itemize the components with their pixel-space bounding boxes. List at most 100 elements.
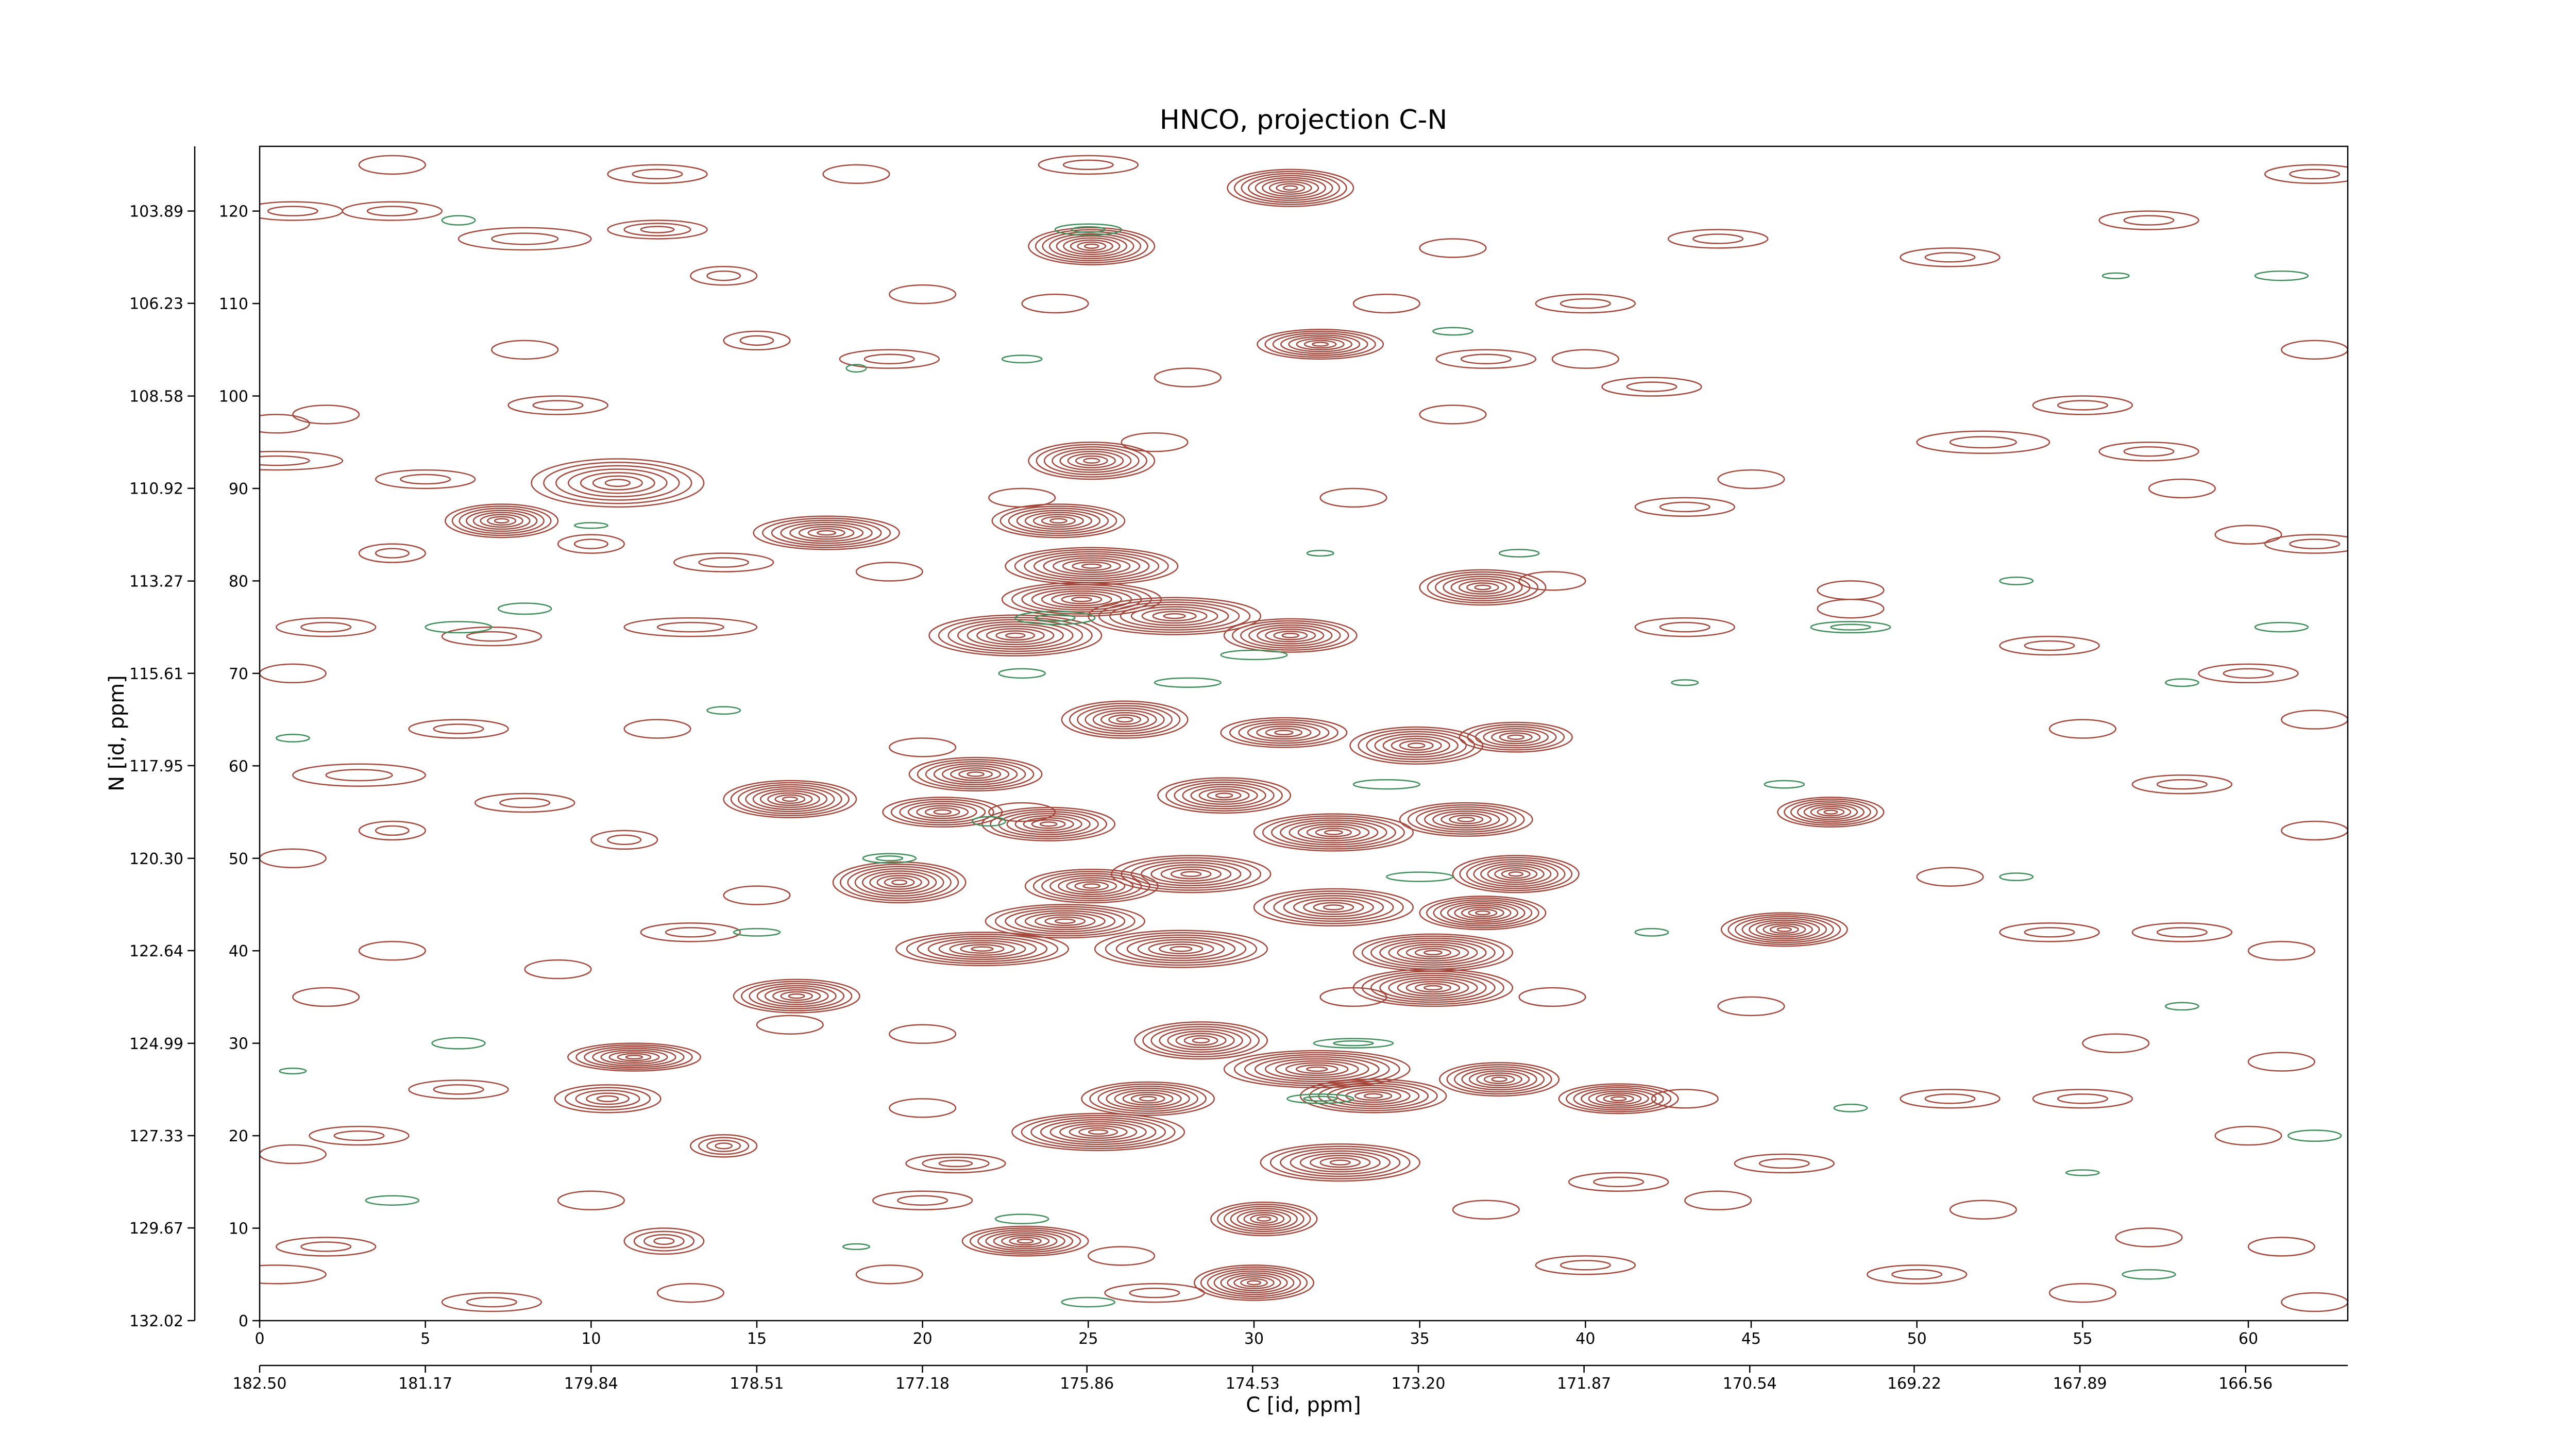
contour-ring — [1684, 1190, 1752, 1210]
x2-tick-label: 179.84 — [564, 1375, 618, 1393]
contour-ring — [1758, 1158, 1810, 1169]
contour-ring — [1439, 1062, 1560, 1097]
contour-ring — [267, 206, 318, 216]
contour-ring — [1031, 819, 1066, 829]
contour-ring — [690, 266, 758, 286]
contour-ring — [969, 1227, 1081, 1255]
contour-ring — [1280, 334, 1361, 355]
contour-ring — [543, 461, 692, 504]
contour-ring — [1220, 649, 1288, 661]
contour-ring — [557, 534, 625, 554]
contour-ring — [1041, 590, 1122, 609]
x2-tick-label: 171.87 — [1557, 1375, 1611, 1393]
contour-ring — [1900, 1089, 2001, 1109]
contour-ring — [1313, 902, 1354, 913]
contour-ring — [1447, 903, 1519, 923]
contour-ring — [1459, 721, 1573, 753]
contour-ring — [1460, 353, 1512, 364]
contour-ring — [1415, 806, 1517, 833]
x2-tick-label: 169.22 — [1887, 1375, 1941, 1393]
contour-ring — [1069, 702, 1181, 737]
contour-ring — [1100, 712, 1149, 728]
contour-ring — [832, 861, 967, 904]
contour-ring — [451, 505, 552, 536]
contour-ring — [1634, 927, 1669, 937]
contour-ring — [1405, 981, 1461, 995]
contour-ring — [1749, 919, 1820, 940]
contour-ring — [991, 503, 1126, 538]
x-tick-label: 40 — [1575, 1330, 1595, 1348]
contour-ring — [1220, 1272, 1288, 1293]
contour-ring — [1900, 247, 2001, 267]
contour-ring — [1150, 1026, 1251, 1055]
contour-ring — [988, 802, 1056, 822]
contour-ring — [1040, 1119, 1157, 1145]
contour-ring — [947, 619, 1083, 652]
contour-ring — [1033, 553, 1150, 579]
x-tick-label: 15 — [747, 1330, 767, 1348]
contour-ring — [300, 621, 352, 633]
x-tick-label: 20 — [913, 1330, 933, 1348]
contour-ring — [1223, 1206, 1304, 1233]
contour-ring — [1741, 918, 1827, 941]
contour-ring — [807, 528, 845, 538]
contour-ring — [2281, 340, 2348, 360]
contour-ring — [1382, 735, 1450, 756]
contour-ring — [466, 1296, 517, 1308]
contour-ring — [1440, 813, 1492, 826]
contour-ring — [1264, 330, 1376, 358]
contour-ring — [1399, 802, 1533, 837]
contour-ring — [1074, 881, 1109, 891]
contour-ring — [1603, 1094, 1634, 1103]
contour-ring — [1667, 229, 1769, 249]
contour-ring — [1035, 914, 1096, 929]
x-tick-label: 5 — [420, 1330, 430, 1348]
contour-ring — [994, 1213, 1049, 1224]
contour-ring — [1319, 987, 1387, 1007]
contour-ring — [985, 1231, 1065, 1251]
contour-ring — [1213, 1270, 1295, 1295]
contour-ring — [756, 985, 837, 1007]
contour-ring — [325, 769, 393, 782]
contour-ring — [1634, 617, 1736, 637]
contour-ring — [1244, 1054, 1390, 1085]
contour-ring — [1182, 784, 1266, 807]
contour-ring — [971, 946, 994, 952]
contour-ring — [1021, 293, 1089, 314]
contour-ring — [2123, 446, 2175, 457]
contour-ring — [995, 630, 1036, 641]
contour-ring — [1246, 1280, 1262, 1286]
contour-ring — [1306, 825, 1361, 839]
contour-ring — [863, 353, 915, 364]
contour-ring — [1361, 970, 1504, 1005]
contour-ring — [1159, 943, 1204, 954]
contour-ring — [767, 792, 813, 806]
contour-ring — [1374, 733, 1459, 758]
contour-ring — [1276, 183, 1306, 193]
contour-ring — [275, 617, 377, 637]
contour-ring — [1121, 432, 1189, 452]
contour-ring — [2122, 1269, 2176, 1280]
contour-ring — [1295, 1064, 1338, 1074]
contour-ring — [2024, 640, 2075, 651]
contour-ring — [1148, 941, 1214, 957]
contour-ring — [1427, 571, 1539, 604]
contour-ring — [2264, 164, 2348, 184]
contour-ring — [1407, 743, 1426, 749]
contour-ring — [1458, 580, 1507, 595]
contour-ring — [1280, 819, 1387, 846]
contour-ring — [2214, 1125, 2282, 1146]
contour-ring — [487, 516, 517, 526]
contour-ring — [1336, 1087, 1411, 1105]
contour-ring — [260, 1264, 327, 1285]
contour-ring — [2247, 1237, 2315, 1257]
y-tick-label: 10 — [229, 1220, 248, 1238]
y-tick-label: 120 — [219, 203, 248, 221]
contour-ring — [2164, 678, 2199, 687]
contour-ring — [1299, 1152, 1381, 1173]
contour-ring — [1271, 817, 1396, 848]
x2-tick-label: 167.89 — [2053, 1375, 2107, 1393]
contour-ring — [358, 941, 426, 961]
contour-ring — [1299, 1078, 1447, 1113]
contour-ring — [1288, 336, 1353, 352]
